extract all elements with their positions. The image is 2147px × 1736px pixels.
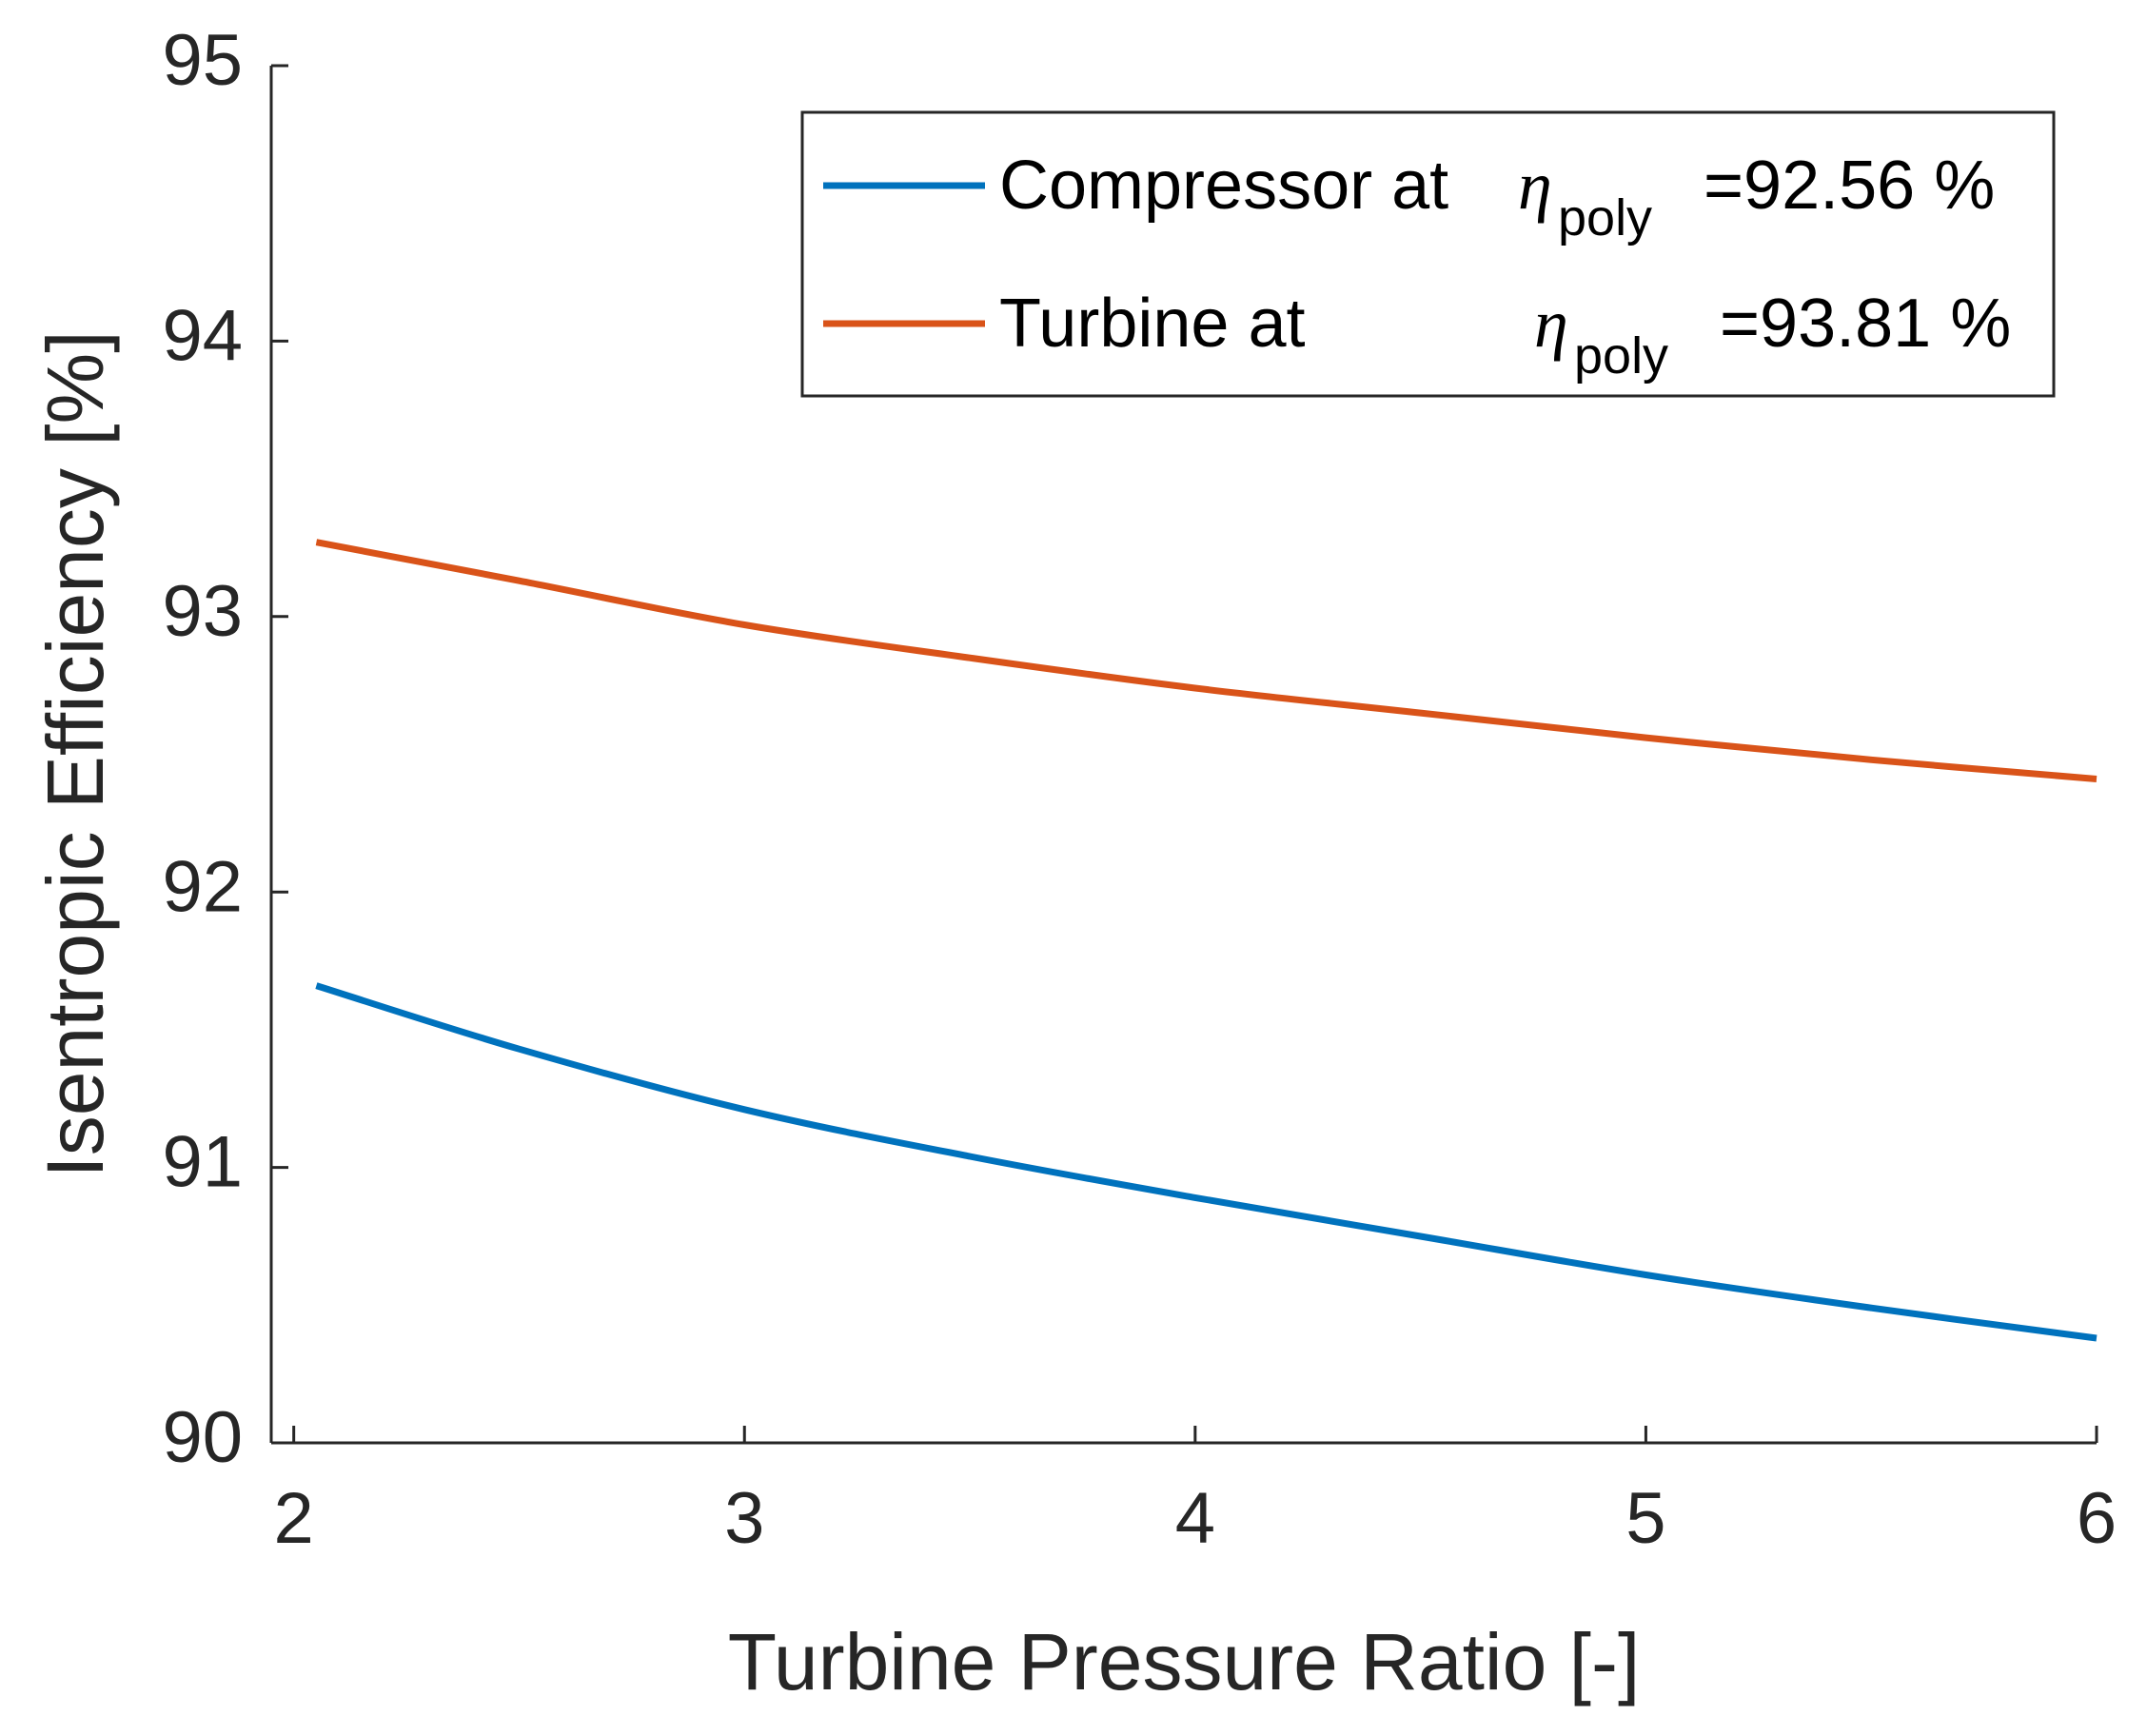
x-tick-label: 2 bbox=[274, 1478, 314, 1559]
x-tick-label: 3 bbox=[724, 1478, 764, 1559]
legend-eta-symbol: η bbox=[1534, 286, 1568, 362]
series-line-turbine bbox=[315, 539, 2098, 782]
y-axis-title: Isentropic Efficiency [%] bbox=[30, 330, 120, 1177]
y-tick-label: 90 bbox=[162, 1397, 243, 1478]
legend-label-compressor: Compressor at bbox=[999, 148, 1448, 224]
legend bbox=[800, 110, 2056, 398]
series-line-compressor bbox=[315, 982, 2098, 1342]
legend-eta-symbol: η bbox=[1518, 148, 1552, 224]
y-tick-label: 91 bbox=[162, 1122, 243, 1203]
y-tick-label: 93 bbox=[162, 571, 243, 652]
x-tick-label: 5 bbox=[1625, 1478, 1665, 1559]
legend-label-turbine: Turbine at bbox=[999, 286, 1306, 362]
y-tick-label: 94 bbox=[162, 295, 243, 376]
legend-value-turbine: =93.81 % bbox=[1720, 286, 2011, 362]
x-tick-label: 4 bbox=[1175, 1478, 1215, 1559]
legend-eta-subscript: poly bbox=[1574, 327, 1668, 385]
x-tick-label: 6 bbox=[2077, 1478, 2117, 1559]
legend-eta-subscript: poly bbox=[1558, 189, 1652, 247]
y-tick-label: 92 bbox=[162, 846, 243, 927]
legend-value-compressor: =92.56 % bbox=[1704, 148, 1995, 224]
y-tick-label: 95 bbox=[162, 20, 243, 101]
x-axis-title: Turbine Pressure Ratio [-] bbox=[728, 1617, 1641, 1706]
